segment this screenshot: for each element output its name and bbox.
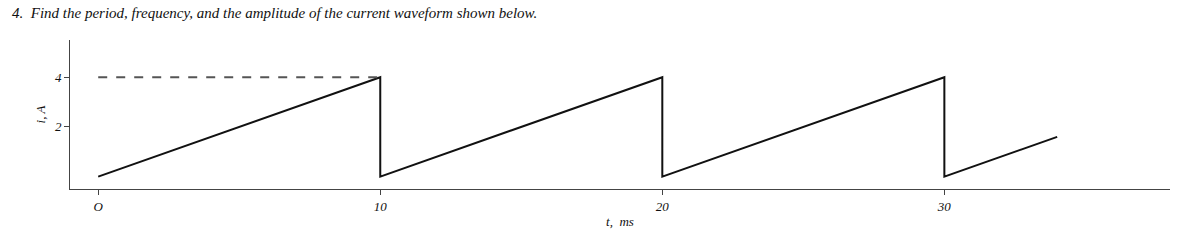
svg-text:i, A: i, A: [33, 106, 48, 124]
svg-text:4. Find the period, frequency: 4. Find the period, frequency, and the a…: [12, 5, 537, 21]
svg-text:O: O: [94, 199, 104, 214]
svg-text:2: 2: [55, 119, 62, 134]
svg-text:10: 10: [374, 199, 388, 214]
svg-text:20: 20: [656, 199, 670, 214]
svg-text:t, ms: t, ms: [606, 214, 634, 229]
svg-text:30: 30: [937, 199, 952, 214]
svg-text:4: 4: [55, 70, 62, 85]
